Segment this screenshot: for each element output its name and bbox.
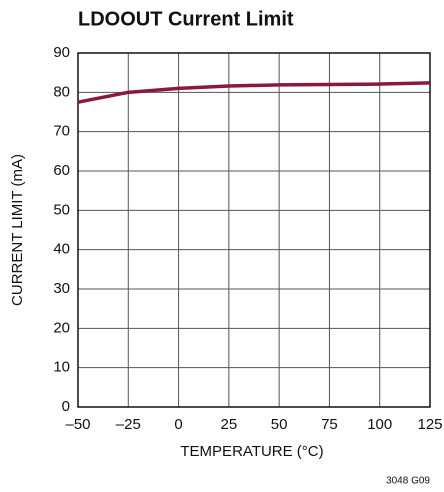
y-axis-label: CURRENT LIMIT (mA) (9, 154, 26, 306)
x-tick-label: 125 (417, 416, 442, 433)
x-axis-label: TEMPERATURE (°C) (180, 443, 323, 460)
x-tick-label: –25 (116, 416, 141, 433)
y-tick-label: 30 (53, 280, 70, 297)
x-tick-label: 100 (367, 416, 392, 433)
figure-note: 3048 G09 (386, 476, 430, 487)
x-tick-label: –50 (65, 416, 90, 433)
y-tick-label: 40 (53, 241, 70, 258)
x-tick-label: 25 (221, 416, 238, 433)
y-tick-label: 10 (53, 359, 70, 376)
x-tick-label: 75 (321, 416, 338, 433)
y-tick-label: 20 (53, 319, 70, 336)
y-tick-label: 0 (62, 398, 70, 415)
x-tick-label: 50 (271, 416, 288, 433)
y-tick-label: 60 (53, 162, 70, 179)
x-tick-label: 0 (174, 416, 182, 433)
y-tick-label: 50 (53, 201, 70, 218)
data-line (77, 81, 431, 104)
y-tick-label: 80 (53, 83, 70, 100)
plot-frame (77, 52, 431, 408)
chart-title: LDOOUT Current Limit (78, 8, 294, 30)
y-tick-label: 70 (53, 123, 70, 140)
y-tick-label: 90 (53, 44, 70, 61)
